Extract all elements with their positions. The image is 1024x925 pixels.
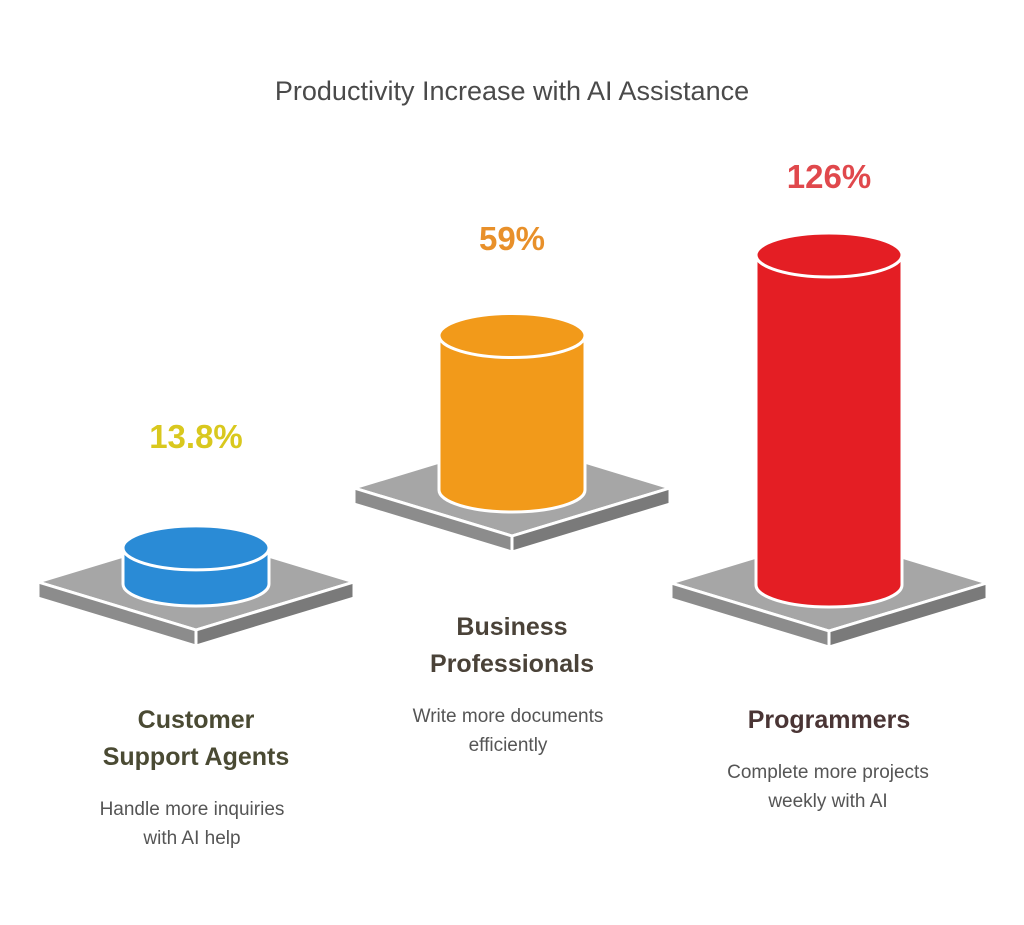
value-label-business-professionals: 59% xyxy=(478,220,546,257)
description-line-1: Complete more projects xyxy=(727,762,929,783)
description-customer-support: Handle more inquiries with AI help xyxy=(42,795,342,853)
description-line-2: efficiently xyxy=(468,735,548,756)
description-business-professionals: Write more documents efficiently xyxy=(358,702,658,760)
pedestal-right-side xyxy=(510,486,672,554)
description-line-1: Handle more inquiries xyxy=(99,799,285,820)
category-line-1: Business xyxy=(456,613,568,641)
description-programmers: Complete more projects weekly with AI xyxy=(678,758,978,816)
bar-top xyxy=(754,231,904,279)
category-line-1: Customer xyxy=(137,706,255,734)
bar-body xyxy=(437,333,587,514)
value-label-customer-support: 13.8% xyxy=(149,418,243,455)
value-label-programmers: 126% xyxy=(786,158,872,195)
category-line-2: Professionals xyxy=(430,650,594,678)
category-business-professionals: Business Professionals xyxy=(362,609,662,683)
bar-top xyxy=(437,311,587,359)
description-line-2: weekly with AI xyxy=(768,791,888,812)
bar-body xyxy=(754,253,904,609)
category-line-1: Programmers xyxy=(747,706,911,734)
pedestal-right-side xyxy=(827,581,989,649)
pedestal-right-side xyxy=(194,580,356,648)
bar-top xyxy=(121,524,271,572)
category-customer-support: Customer Support Agents xyxy=(46,702,346,776)
description-line-2: with AI help xyxy=(143,828,241,849)
category-programmers: Programmers xyxy=(679,702,979,739)
description-line-1: Write more documents xyxy=(412,706,604,727)
chart-title: Productivity Increase with AI Assistance xyxy=(274,76,750,106)
category-line-2: Support Agents xyxy=(102,743,290,771)
